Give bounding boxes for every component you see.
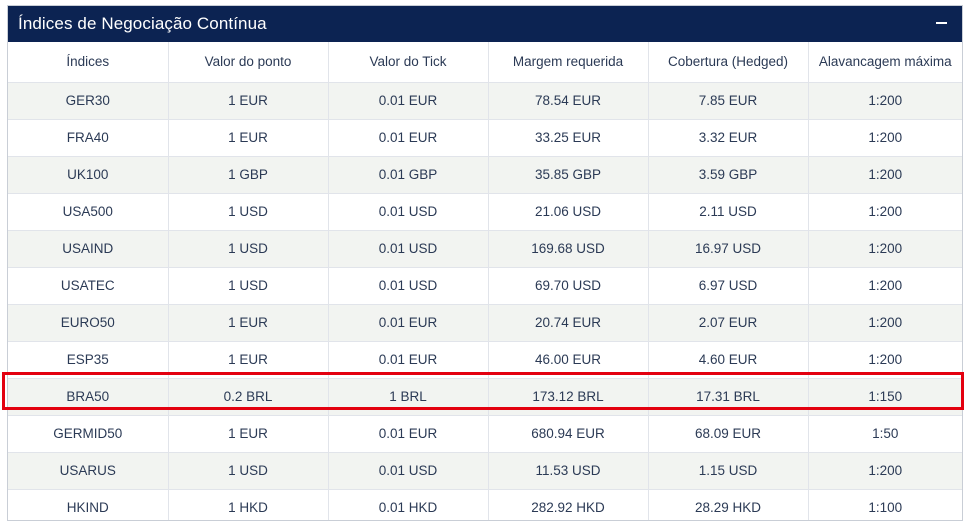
column-cobertura-hedged: Cobertura (Hedged) [648, 42, 809, 83]
cell-index: GER30 [8, 82, 169, 120]
cell-point-value: 1 EUR [168, 119, 329, 157]
table-row: ESP35 1 EUR 0.01 EUR 46.00 EUR 4.60 EUR 1:200 [8, 341, 962, 379]
minus-icon [935, 22, 947, 24]
cell-hedged: 2.11 USD [648, 193, 809, 231]
cell-max-leverage: 1:200 [808, 452, 962, 490]
cell-required-margin: 78.54 EUR [488, 82, 649, 120]
cell-tick-value: 0.01 EUR [328, 304, 489, 342]
indices-panel: Índices de Negociação Contínua Índices Va… [7, 5, 963, 521]
cell-required-margin: 20.74 EUR [488, 304, 649, 342]
cell-point-value: 1 EUR [168, 415, 329, 453]
cell-index: ESP35 [8, 341, 169, 379]
cell-tick-value: 0.01 USD [328, 193, 489, 231]
cell-required-margin: 680.94 EUR [488, 415, 649, 453]
cell-hedged: 68.09 EUR [648, 415, 809, 453]
cell-hedged: 6.97 USD [648, 267, 809, 305]
table-row: USA500 1 USD 0.01 USD 21.06 USD 2.11 USD 1:20… [8, 193, 962, 231]
cell-required-margin: 35.85 GBP [488, 156, 649, 194]
cell-tick-value: 0.01 EUR [328, 119, 489, 157]
indices-table: Índices Valor do ponto Valor do Tick Margem… [8, 42, 962, 520]
cell-tick-value: 0.01 EUR [328, 415, 489, 453]
cell-index: EURO50 [8, 304, 169, 342]
table-row: UK100 1 GBP 0.01 GBP 35.85 GBP 3.59 GBP 1:200 [8, 156, 962, 194]
table-row: GER30 1 EUR 0.01 EUR 78.54 EUR 7.85 EUR 1:200 [8, 82, 962, 120]
cell-tick-value: 1 BRL [328, 378, 489, 416]
cell-required-margin: 169.68 USD [488, 230, 649, 268]
cell-point-value: 1 USD [168, 193, 329, 231]
cell-max-leverage: 1:150 [808, 378, 962, 416]
column-alavancagem-maxima: Alavancagem máxima [808, 42, 962, 83]
cell-max-leverage: 1:200 [808, 119, 962, 157]
cell-hedged: 1.15 USD [648, 452, 809, 490]
cell-hedged: 3.32 EUR [648, 119, 809, 157]
table-header: Índices Valor do ponto Valor do Tick Margem… [8, 42, 962, 83]
table-row: HKIND 1 HKD 0.01 HKD 282.92 HKD 28.29 HKD 1:1… [8, 489, 962, 520]
cell-index: USAIND [8, 230, 169, 268]
cell-point-value: 1 EUR [168, 304, 329, 342]
cell-index: BRA50 [8, 378, 169, 416]
cell-max-leverage: 1:50 [808, 415, 962, 453]
table-row: USATEC 1 USD 0.01 USD 69.70 USD 6.97 USD 1:20… [8, 267, 962, 305]
cell-index: FRA40 [8, 119, 169, 157]
cell-hedged: 7.85 EUR [648, 82, 809, 120]
cell-max-leverage: 1:100 [808, 489, 962, 520]
cell-index: GERMID50 [8, 415, 169, 453]
cell-point-value: 1 EUR [168, 341, 329, 379]
cell-index: HKIND [8, 489, 169, 520]
cell-point-value: 1 EUR [168, 82, 329, 120]
column-valor-do-tick: Valor do Tick [328, 42, 489, 83]
cell-point-value: 1 USD [168, 452, 329, 490]
table-row: BRA50 0.2 BRL 1 BRL 173.12 BRL 17.31 BRL 1:15… [8, 378, 962, 416]
cell-point-value: 1 GBP [168, 156, 329, 194]
cell-max-leverage: 1:200 [808, 193, 962, 231]
column-valor-do-ponto: Valor do ponto [168, 42, 329, 83]
collapse-button[interactable] [928, 10, 954, 36]
cell-index: USARUS [8, 452, 169, 490]
cell-max-leverage: 1:200 [808, 82, 962, 120]
cell-hedged: 17.31 BRL [648, 378, 809, 416]
cell-point-value: 1 USD [168, 267, 329, 305]
cell-max-leverage: 1:200 [808, 304, 962, 342]
cell-max-leverage: 1:200 [808, 156, 962, 194]
cell-tick-value: 0.01 USD [328, 452, 489, 490]
cell-tick-value: 0.01 USD [328, 267, 489, 305]
cell-hedged: 16.97 USD [648, 230, 809, 268]
cell-hedged: 4.60 EUR [648, 341, 809, 379]
table-row: EURO50 1 EUR 0.01 EUR 20.74 EUR 2.07 EUR 1:20… [8, 304, 962, 342]
cell-required-margin: 173.12 BRL [488, 378, 649, 416]
cell-required-margin: 11.53 USD [488, 452, 649, 490]
cell-tick-value: 0.01 EUR [328, 341, 489, 379]
cell-hedged: 3.59 GBP [648, 156, 809, 194]
cell-required-margin: 21.06 USD [488, 193, 649, 231]
cell-required-margin: 46.00 EUR [488, 341, 649, 379]
table-body: GER30 1 EUR 0.01 EUR 78.54 EUR 7.85 EUR 1:200… [8, 82, 962, 520]
table-row: FRA40 1 EUR 0.01 EUR 33.25 EUR 3.32 EUR 1:200 [8, 119, 962, 157]
cell-point-value: 1 USD [168, 230, 329, 268]
cell-tick-value: 0.01 USD [328, 230, 489, 268]
cell-required-margin: 282.92 HKD [488, 489, 649, 520]
cell-tick-value: 0.01 EUR [328, 82, 489, 120]
cell-max-leverage: 1:200 [808, 341, 962, 379]
cell-hedged: 2.07 EUR [648, 304, 809, 342]
cell-max-leverage: 1:200 [808, 230, 962, 268]
cell-required-margin: 69.70 USD [488, 267, 649, 305]
cell-hedged: 28.29 HKD [648, 489, 809, 520]
table-row: GERMID50 1 EUR 0.01 EUR 680.94 EUR 68.09 EUR… [8, 415, 962, 453]
panel-title: Índices de Negociação Contínua [18, 14, 267, 33]
panel-header: Índices de Negociação Contínua [8, 6, 962, 42]
cell-required-margin: 33.25 EUR [488, 119, 649, 157]
cell-tick-value: 0.01 HKD [328, 489, 489, 520]
table-row: USARUS 1 USD 0.01 USD 11.53 USD 1.15 USD 1:20… [8, 452, 962, 490]
column-indices: Índices [8, 42, 169, 83]
cell-index: USA500 [8, 193, 169, 231]
cell-point-value: 0.2 BRL [168, 378, 329, 416]
cell-max-leverage: 1:200 [808, 267, 962, 305]
column-margem-requerida: Margem requerida [488, 42, 649, 83]
cell-tick-value: 0.01 GBP [328, 156, 489, 194]
cell-point-value: 1 HKD [168, 489, 329, 520]
table-row: USAIND 1 USD 0.01 USD 169.68 USD 16.97 USD 1:… [8, 230, 962, 268]
cell-index: USATEC [8, 267, 169, 305]
header-row: Índices Valor do ponto Valor do Tick Margem… [8, 42, 962, 83]
cell-index: UK100 [8, 156, 169, 194]
